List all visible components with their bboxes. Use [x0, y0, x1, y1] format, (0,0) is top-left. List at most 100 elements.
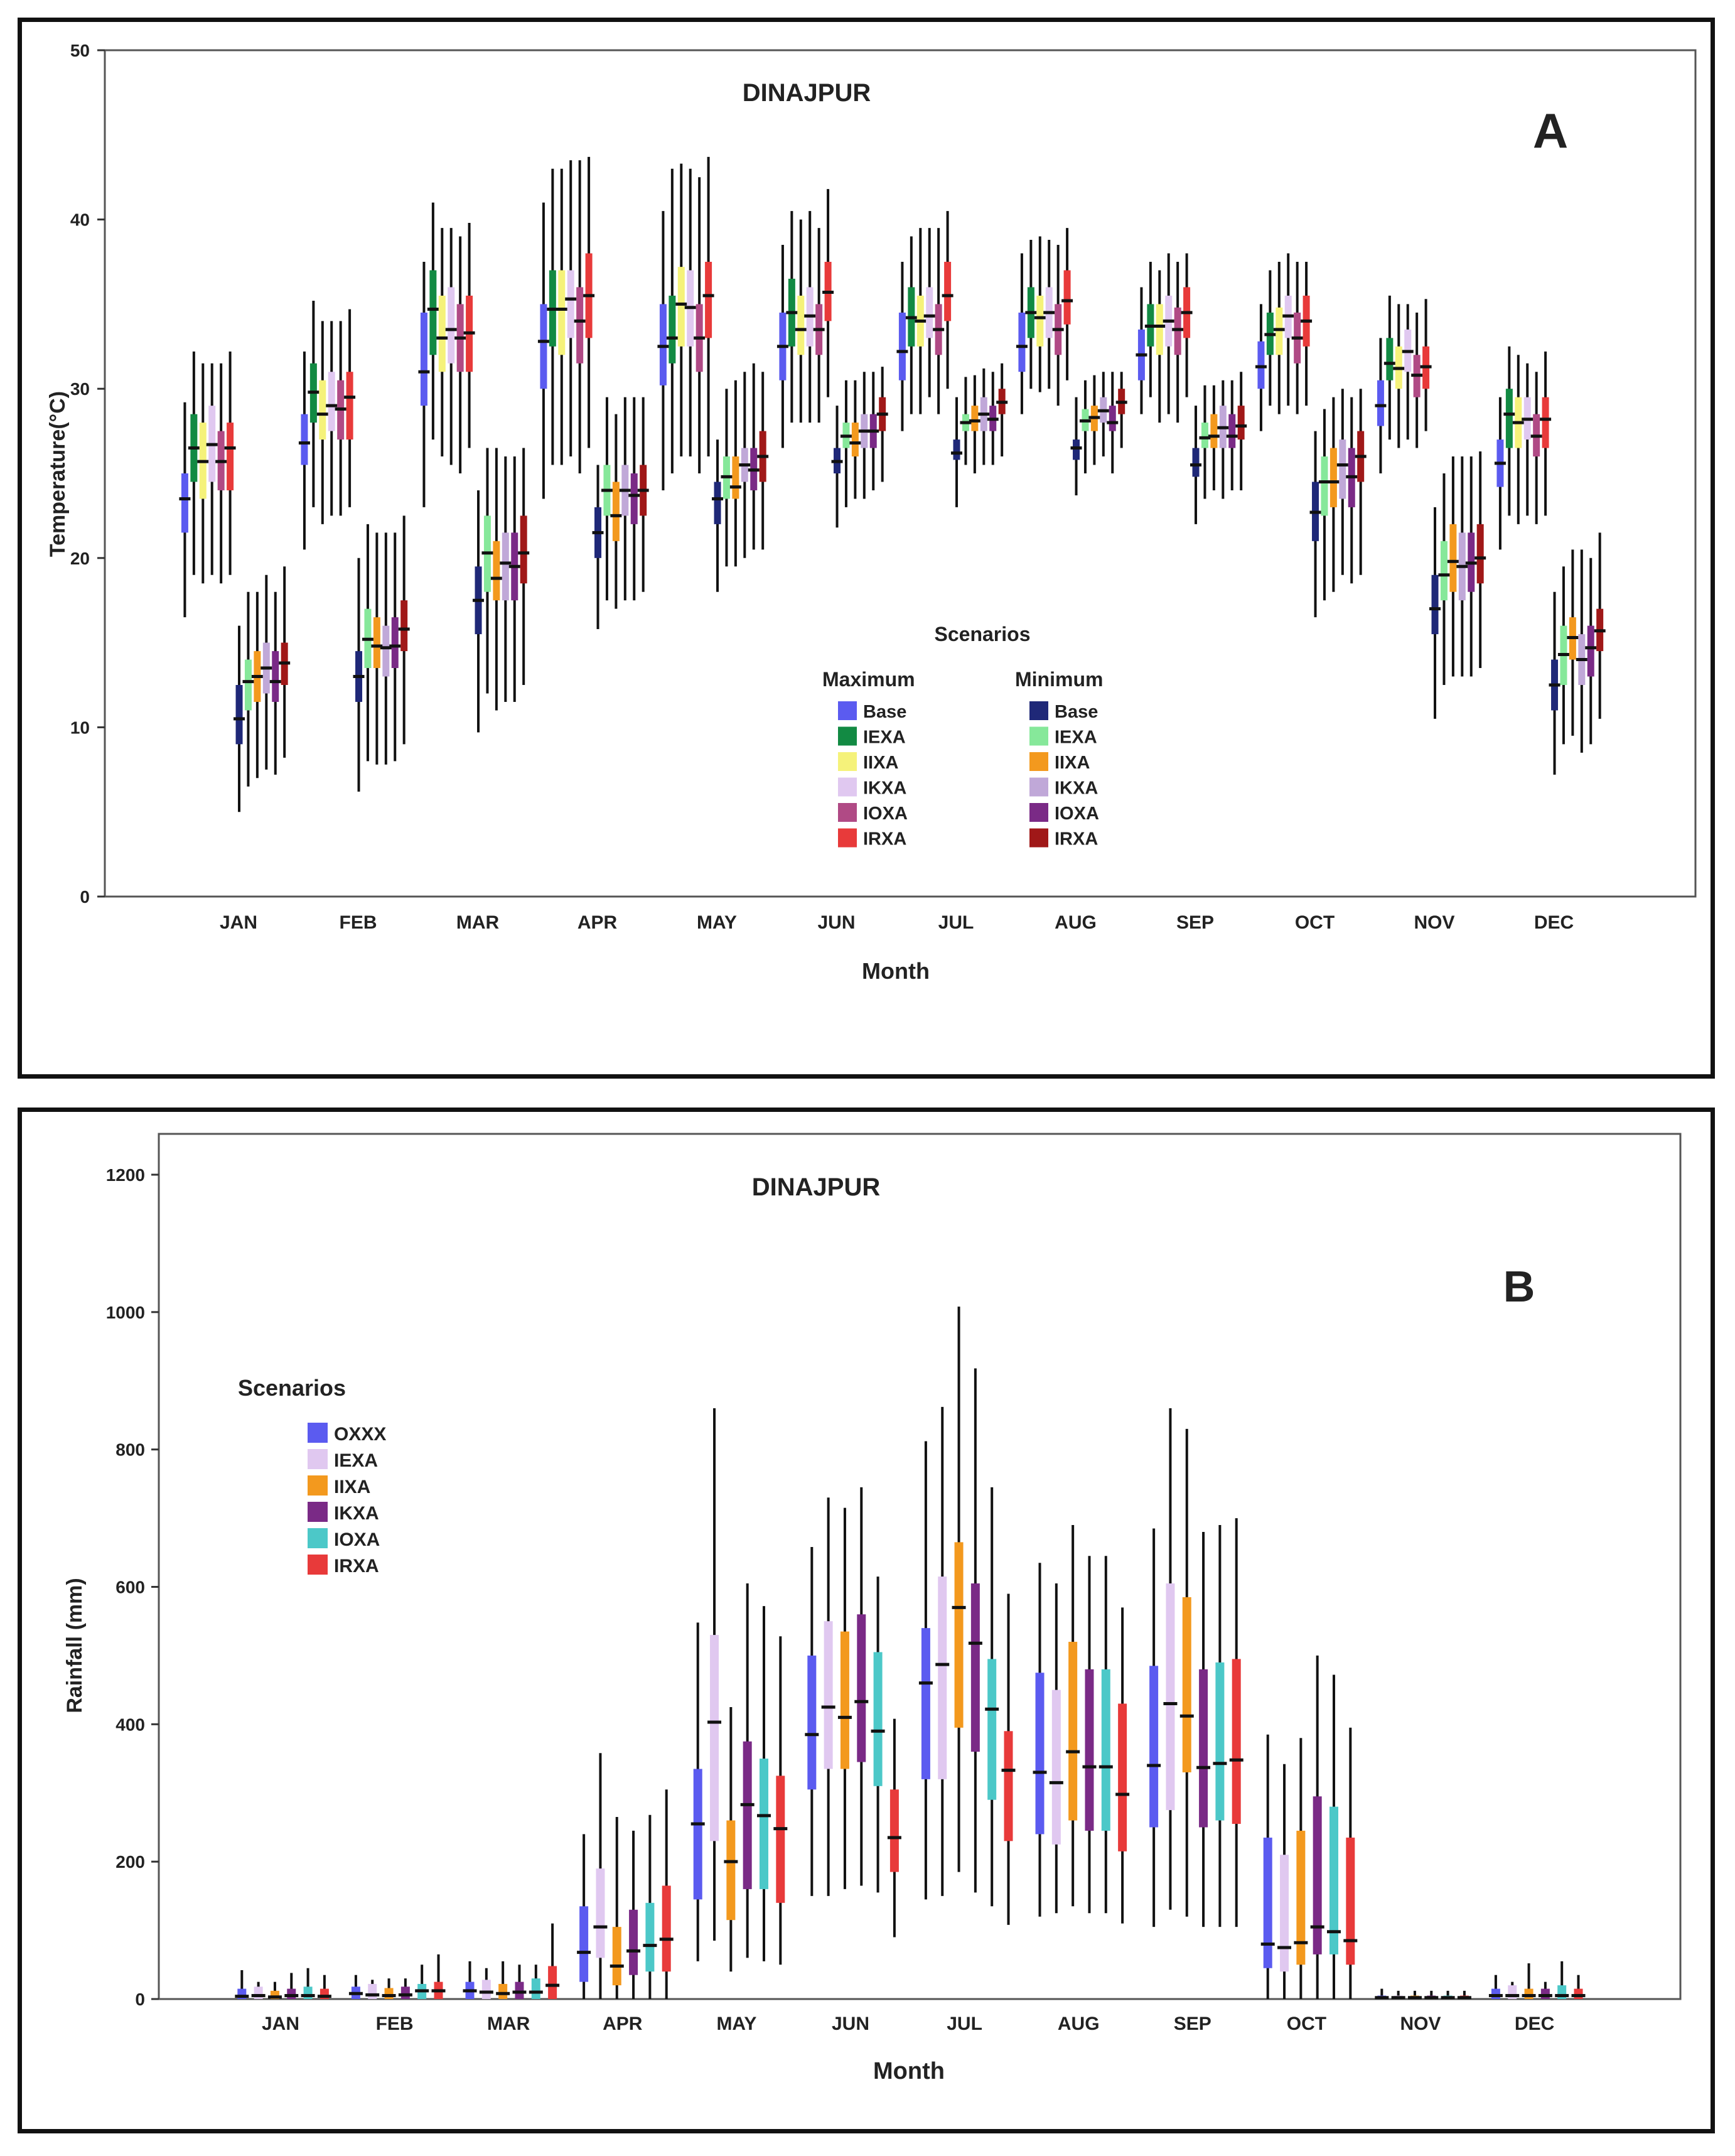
iqr-box [515, 1981, 524, 1999]
box-iixa-apr [610, 1817, 624, 1999]
box-minimum-ioxa-apr [628, 397, 640, 601]
iqr-box [824, 1621, 833, 1769]
iqr-box [448, 287, 455, 364]
box-iexa-dec [1505, 1981, 1520, 1999]
box-ikxa-jan [284, 1973, 299, 1999]
box-maximum-ikxa-dec [1522, 363, 1534, 516]
box-ikxa-jun [854, 1487, 869, 1886]
y-tick-label: 40 [70, 210, 90, 230]
box-minimum-base-jun [831, 406, 843, 528]
iqr-box [776, 1776, 785, 1903]
iqr-box [1073, 439, 1080, 460]
iqr-box [938, 1577, 947, 1779]
x-tick-label-nov: NOV [1414, 912, 1454, 933]
legend-swatch-maximum-ioxa [838, 803, 857, 822]
iqr-box [1346, 1837, 1355, 1965]
box-ioxa-feb [415, 1965, 429, 1999]
box-oxxx-sep [1147, 1528, 1161, 1927]
iqr-box [659, 304, 667, 385]
box-minimum-iexa-oct [1318, 409, 1330, 601]
box-maximum-irxa-mar [463, 222, 475, 448]
box-maximum-iixa-may [675, 163, 687, 457]
box-minimum-irxa-jun [876, 367, 888, 482]
iqr-box [1192, 448, 1200, 477]
legend-swatch-minimum-base [1029, 701, 1048, 720]
x-tick-label-mar: MAR [456, 912, 500, 933]
box-maximum-iixa-jul [915, 228, 927, 414]
box-ioxa-dec [1555, 1961, 1569, 1999]
box-iixa-jun [837, 1507, 852, 1889]
legend-swatch-minimum-ikxa [1029, 777, 1048, 797]
legend-swatch-maximum-iixa [838, 752, 857, 771]
box-maximum-iexa-apr [547, 168, 559, 465]
box-maximum-ikxa-apr [565, 160, 577, 457]
box-maximum-ioxa-jun [813, 228, 825, 423]
x-tick-label-mar: MAR [487, 2013, 530, 2034]
iqr-box [1085, 1669, 1094, 1831]
iqr-box [1004, 1731, 1013, 1841]
box-minimum-base-oct [1309, 431, 1321, 618]
iqr-box [235, 685, 243, 745]
box-ikxa-apr [626, 1830, 641, 1999]
box-maximum-ioxa-oct [1291, 262, 1303, 414]
box-maximum-iexa-jul [905, 236, 917, 414]
legend-label-minimum-irxa: IRXA [1055, 829, 1098, 849]
legend-swatch-oxxx [308, 1423, 328, 1443]
box-maximum-base-oct [1255, 304, 1267, 431]
x-tick-label-nov: NOV [1400, 2013, 1441, 2034]
iqr-box [1210, 414, 1218, 448]
box-maximum-base-mar [418, 262, 430, 507]
box-maximum-ioxa-feb [335, 321, 346, 516]
box-minimum-iixa-mar [490, 448, 502, 711]
box-maximum-ioxa-may [694, 177, 706, 473]
legend-label-maximum-base: Base [863, 702, 906, 722]
legend-label-maximum-ioxa: IOXA [863, 804, 908, 824]
iqr-box [693, 1769, 702, 1900]
iqr-box [520, 515, 527, 584]
legend-swatch-ioxa [308, 1528, 328, 1548]
iqr-box [1505, 389, 1513, 448]
box-oxxx-feb [348, 1975, 363, 1999]
iqr-box [272, 651, 279, 702]
x-tick-label-sep: SEP [1174, 2013, 1211, 2034]
box-maximum-iexa-nov [1383, 295, 1395, 440]
iqr-box [567, 270, 574, 338]
box-minimum-base-jan [234, 625, 245, 812]
box-maximum-iixa-nov [1393, 304, 1405, 448]
legend-group-maximum: Maximum [822, 668, 915, 691]
box-oxxx-jul [918, 1441, 933, 1900]
box-maximum-ioxa-jul [933, 228, 945, 414]
box-irxa-aug [1115, 1607, 1130, 1924]
x-axis-label: Month [862, 958, 930, 984]
box-ioxa-may [756, 1606, 771, 1961]
box-maximum-iixa-feb [316, 321, 328, 524]
iqr-box [1440, 541, 1448, 601]
box-minimum-ikxa-apr [619, 397, 631, 601]
box-minimum-ioxa-may [748, 363, 760, 550]
box-iixa-mar [496, 1961, 510, 1999]
y-tick-label: 0 [135, 1990, 145, 2009]
iqr-box [732, 456, 739, 499]
iqr-box [531, 1978, 540, 1999]
y-tick-label: 1000 [106, 1303, 145, 1322]
iqr-box [548, 1966, 557, 1999]
legend-swatch-minimum-iexa [1029, 726, 1048, 746]
box-ikxa-feb [398, 1978, 412, 1999]
box-irxa-jan [317, 1975, 331, 1999]
y-tick-label: 20 [70, 549, 90, 568]
x-tick-label-dec: DEC [1515, 2013, 1554, 2034]
box-maximum-base-nov [1375, 338, 1387, 473]
box-minimum-ikxa-aug [1097, 372, 1109, 457]
box-maximum-ikxa-feb [326, 321, 338, 516]
box-ioxa-mar [529, 1965, 543, 1999]
box-minimum-irxa-feb [398, 515, 410, 745]
box-minimum-ikxa-dec [1576, 549, 1587, 753]
iqr-box [181, 473, 188, 533]
legend: Scenarios Maximum Minimum Base IEXA IIXA IK… [822, 623, 1103, 849]
box-maximum-irxa-jul [942, 211, 953, 389]
iqr-box [1321, 456, 1328, 516]
box-iixa-nov [1407, 1990, 1422, 2000]
box-minimum-ikxa-mar [500, 456, 512, 702]
box-iixa-jan [267, 1981, 282, 1999]
x-tick-label-may: MAY [697, 912, 737, 933]
